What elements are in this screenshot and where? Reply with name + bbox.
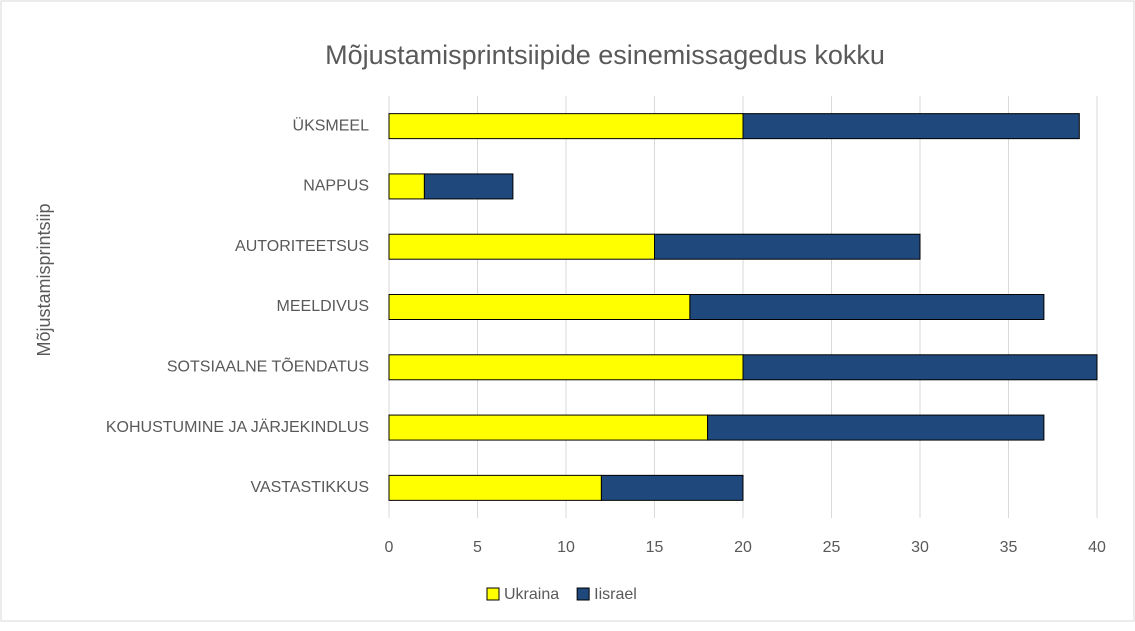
x-tick-label: 0 <box>385 539 394 556</box>
x-tick-label: 35 <box>1000 539 1018 556</box>
legend-swatch <box>576 587 590 601</box>
x-tick-label: 30 <box>911 539 929 556</box>
y-tick-label: SOTSIAALNE TÕENDATUS <box>167 356 369 376</box>
bar <box>707 414 1045 441</box>
y-tick-label: ÜKSMEEL <box>293 116 370 134</box>
bar <box>423 173 514 200</box>
legend-label: Ukraina <box>504 586 559 603</box>
bar <box>742 113 1080 140</box>
bar <box>388 113 744 140</box>
x-tick-label: 25 <box>823 539 841 556</box>
y-tick-label: MEELDIVUS <box>277 298 369 315</box>
y-axis-label: Mõjustamisprintsiip <box>34 203 54 356</box>
x-tick-label: 10 <box>557 539 575 556</box>
bar <box>388 294 691 320</box>
y-tick-label: VASTASTIKKUS <box>250 479 369 496</box>
bar <box>388 354 744 381</box>
bar <box>388 233 655 260</box>
x-tick-label: 15 <box>646 539 664 556</box>
bar <box>654 233 921 260</box>
chart-title: Mõjustamisprintsiipide esinemissagedus k… <box>325 40 885 70</box>
bar <box>600 474 744 501</box>
legend-label: Iisrael <box>594 586 637 603</box>
x-tick-label: 20 <box>734 539 752 556</box>
bar <box>388 474 602 501</box>
bar <box>388 173 425 200</box>
bar <box>689 294 1045 320</box>
y-tick-label: NAPPUS <box>303 178 369 195</box>
y-tick-label: AUTORITEETSUS <box>235 238 369 255</box>
legend-swatch <box>486 587 500 601</box>
x-tick-label: 5 <box>473 539 482 556</box>
y-tick-label: KOHUSTUMINE JA JÄRJEKINDLUS <box>106 418 369 436</box>
bar <box>388 414 709 441</box>
bar <box>742 354 1098 381</box>
x-tick-label: 40 <box>1088 539 1106 556</box>
